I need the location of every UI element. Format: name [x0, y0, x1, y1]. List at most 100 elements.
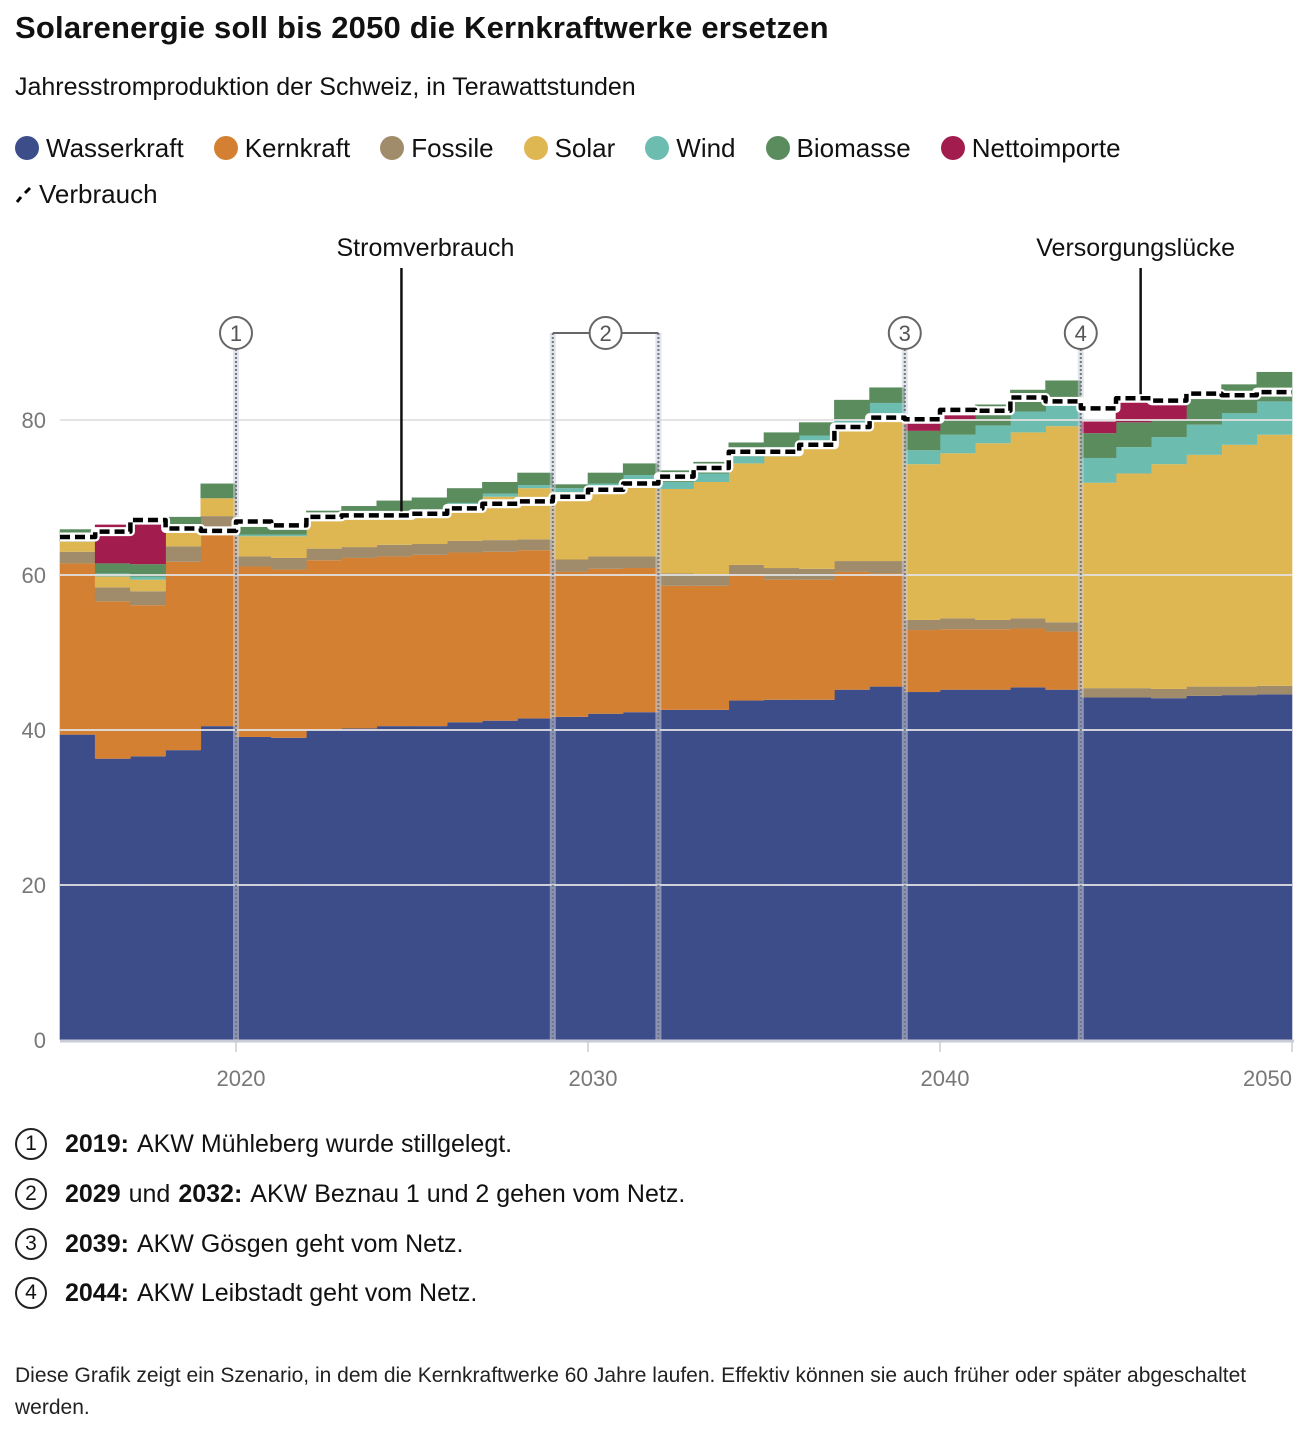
bar-segment: [974, 425, 1011, 444]
bar-segment: [974, 443, 1011, 620]
bar-segment: [59, 541, 96, 552]
bar-segment: [552, 571, 589, 717]
bar-segment: [798, 422, 835, 436]
bar-segment: [94, 601, 131, 759]
footnote-conjunction: und: [128, 1179, 171, 1208]
bar-segment: [130, 576, 166, 580]
chart-subtitle: Jahresstromproduktion der Schweiz, in Te…: [15, 73, 636, 101]
legend-item-biomasse: Biomasse: [765, 132, 911, 164]
bar-segment: [1080, 421, 1117, 434]
footnote-year: 2039:: [65, 1229, 129, 1258]
legend-dot-icon: [523, 136, 548, 160]
bar-segment: [1080, 482, 1117, 689]
y-tick-label: 40: [22, 718, 46, 743]
bar-segment: [200, 516, 237, 527]
bar-segment: [1221, 695, 1258, 1040]
bar-segment: [1045, 689, 1082, 1040]
legend-dot-icon: [765, 136, 790, 160]
marker-1: 1: [219, 316, 253, 1040]
bar-segment: [482, 551, 518, 721]
x-tick-label: 2050: [1243, 1066, 1292, 1091]
bar-segment: [939, 415, 976, 420]
legend-dot-icon: [645, 136, 670, 160]
bar-segment: [834, 428, 870, 562]
bar-segment: [1221, 686, 1258, 696]
bar-segment: [798, 699, 835, 1040]
bar-segment: [235, 736, 272, 1040]
bar-segment: [1010, 432, 1046, 619]
legend-label: Biomasse: [796, 132, 911, 163]
bar-segment: [446, 488, 483, 503]
bar-segment: [1150, 464, 1187, 689]
bar-segment: [939, 420, 976, 435]
number-circle-icon: [588, 316, 623, 350]
bar-segment: [622, 463, 659, 476]
footnote-4: 4 2044: AKW Leibstadt geht vom Netz.: [15, 1277, 477, 1309]
legend-label: Nettoimporte: [971, 132, 1121, 163]
bar-segment: [411, 544, 448, 555]
bar-segment: [869, 561, 906, 574]
bar-segment: [376, 500, 413, 512]
bar-segment: [446, 552, 483, 723]
bar-segment: [446, 722, 483, 1040]
legend-dot-icon: [213, 136, 238, 160]
bar-segment: [270, 536, 307, 558]
marker-number: 3: [899, 321, 911, 346]
bar-segment: [1221, 413, 1258, 445]
bar-segment: [517, 718, 554, 1040]
bar-segment: [834, 689, 870, 1040]
legend-label: Wasserkraft: [46, 132, 184, 163]
bar-segment: [622, 556, 659, 569]
bar-segment: [869, 420, 906, 562]
footnote-year-2: 2032:: [178, 1179, 243, 1208]
bar-segment: [94, 758, 131, 1040]
bar-segment: [552, 484, 589, 489]
legend-label: Fossile: [411, 132, 494, 163]
bar-segment: [482, 482, 518, 494]
bar-segment: [130, 524, 166, 565]
bar-segment: [1150, 688, 1187, 699]
bar-segment: [1115, 447, 1152, 474]
bar-segment: [658, 482, 694, 489]
bar-segment: [165, 546, 202, 562]
bar-segment: [587, 556, 624, 569]
bar-segment: [622, 712, 659, 1040]
bar-segment: [1150, 405, 1187, 420]
bar-segment: [552, 488, 589, 493]
number-circle-icon: [1063, 316, 1098, 350]
bar-segment: [939, 629, 976, 690]
bar-segment: [235, 536, 272, 557]
bar-segment: [693, 473, 730, 482]
bar-segment: [658, 488, 694, 574]
bar-segment: [798, 579, 835, 700]
bar-segment: [658, 709, 694, 1040]
legend-label: Wind: [676, 132, 736, 163]
chart-title: Solarenergie soll bis 2050 die Kernkraft…: [15, 10, 829, 45]
bar-segment: [1256, 401, 1293, 435]
bar-segment: [130, 605, 166, 757]
legend-dot-icon: [15, 136, 39, 160]
bar-segment: [482, 540, 518, 552]
number-circle-icon: 1: [15, 1128, 47, 1160]
bar-segment: [94, 563, 131, 574]
bar-segment: [341, 557, 378, 729]
bar-segment: [939, 434, 976, 454]
footnote-year: 2044:: [65, 1278, 129, 1307]
bar-segment: [1186, 424, 1222, 455]
bar-segment: [235, 556, 272, 567]
bar-segment: [235, 526, 272, 535]
bar-segment: [1186, 454, 1222, 687]
y-tick-label: 80: [22, 408, 46, 433]
bar-segment: [376, 556, 413, 727]
bar-segment: [974, 689, 1011, 1040]
bar-segment: [1256, 685, 1293, 695]
bar-segment: [94, 587, 131, 602]
bar-segment: [728, 564, 765, 575]
legend-label: Verbrauch: [39, 178, 158, 209]
bar-segment: [587, 486, 624, 557]
bar-segment: [1045, 426, 1082, 623]
bar-segment: [200, 726, 237, 1040]
bar-segment: [552, 492, 589, 560]
bar-segment: [693, 585, 730, 710]
